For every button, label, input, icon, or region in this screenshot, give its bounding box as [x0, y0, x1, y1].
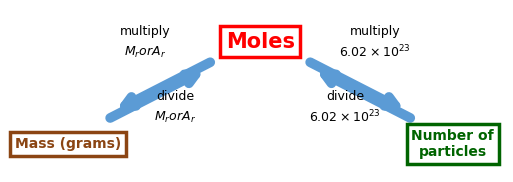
- FancyArrowPatch shape: [310, 62, 396, 106]
- Text: multiply: multiply: [350, 25, 401, 37]
- Text: Moles: Moles: [226, 32, 294, 52]
- FancyArrowPatch shape: [325, 74, 410, 118]
- Text: $\it{M_r}$$\it{orA_r}$: $\it{M_r}$$\it{orA_r}$: [124, 45, 166, 60]
- Text: divide: divide: [326, 90, 364, 103]
- Text: $6.02\times10^{23}$: $6.02\times10^{23}$: [309, 109, 381, 126]
- Text: $\it{M_r}$$\it{orA_r}$: $\it{M_r}$$\it{orA_r}$: [154, 110, 196, 125]
- FancyArrowPatch shape: [110, 74, 195, 118]
- FancyArrowPatch shape: [125, 62, 210, 106]
- Text: $6.02\times10^{23}$: $6.02\times10^{23}$: [340, 44, 411, 60]
- Text: multiply: multiply: [120, 25, 170, 37]
- Text: divide: divide: [156, 90, 194, 103]
- Text: Number of
particles: Number of particles: [411, 129, 494, 159]
- Text: Mass (grams): Mass (grams): [14, 137, 121, 151]
